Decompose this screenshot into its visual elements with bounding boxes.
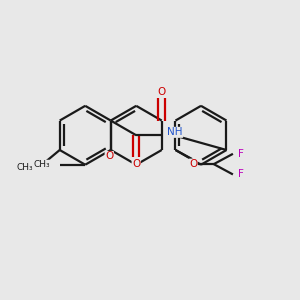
- Text: O: O: [132, 159, 140, 169]
- Text: CH₃: CH₃: [33, 160, 50, 169]
- Text: CH₃: CH₃: [16, 163, 33, 172]
- Text: NH: NH: [167, 127, 183, 137]
- Text: F: F: [238, 149, 244, 159]
- Text: F: F: [238, 169, 244, 179]
- Text: O: O: [189, 159, 197, 169]
- Text: O: O: [158, 87, 166, 97]
- Text: O: O: [105, 152, 113, 161]
